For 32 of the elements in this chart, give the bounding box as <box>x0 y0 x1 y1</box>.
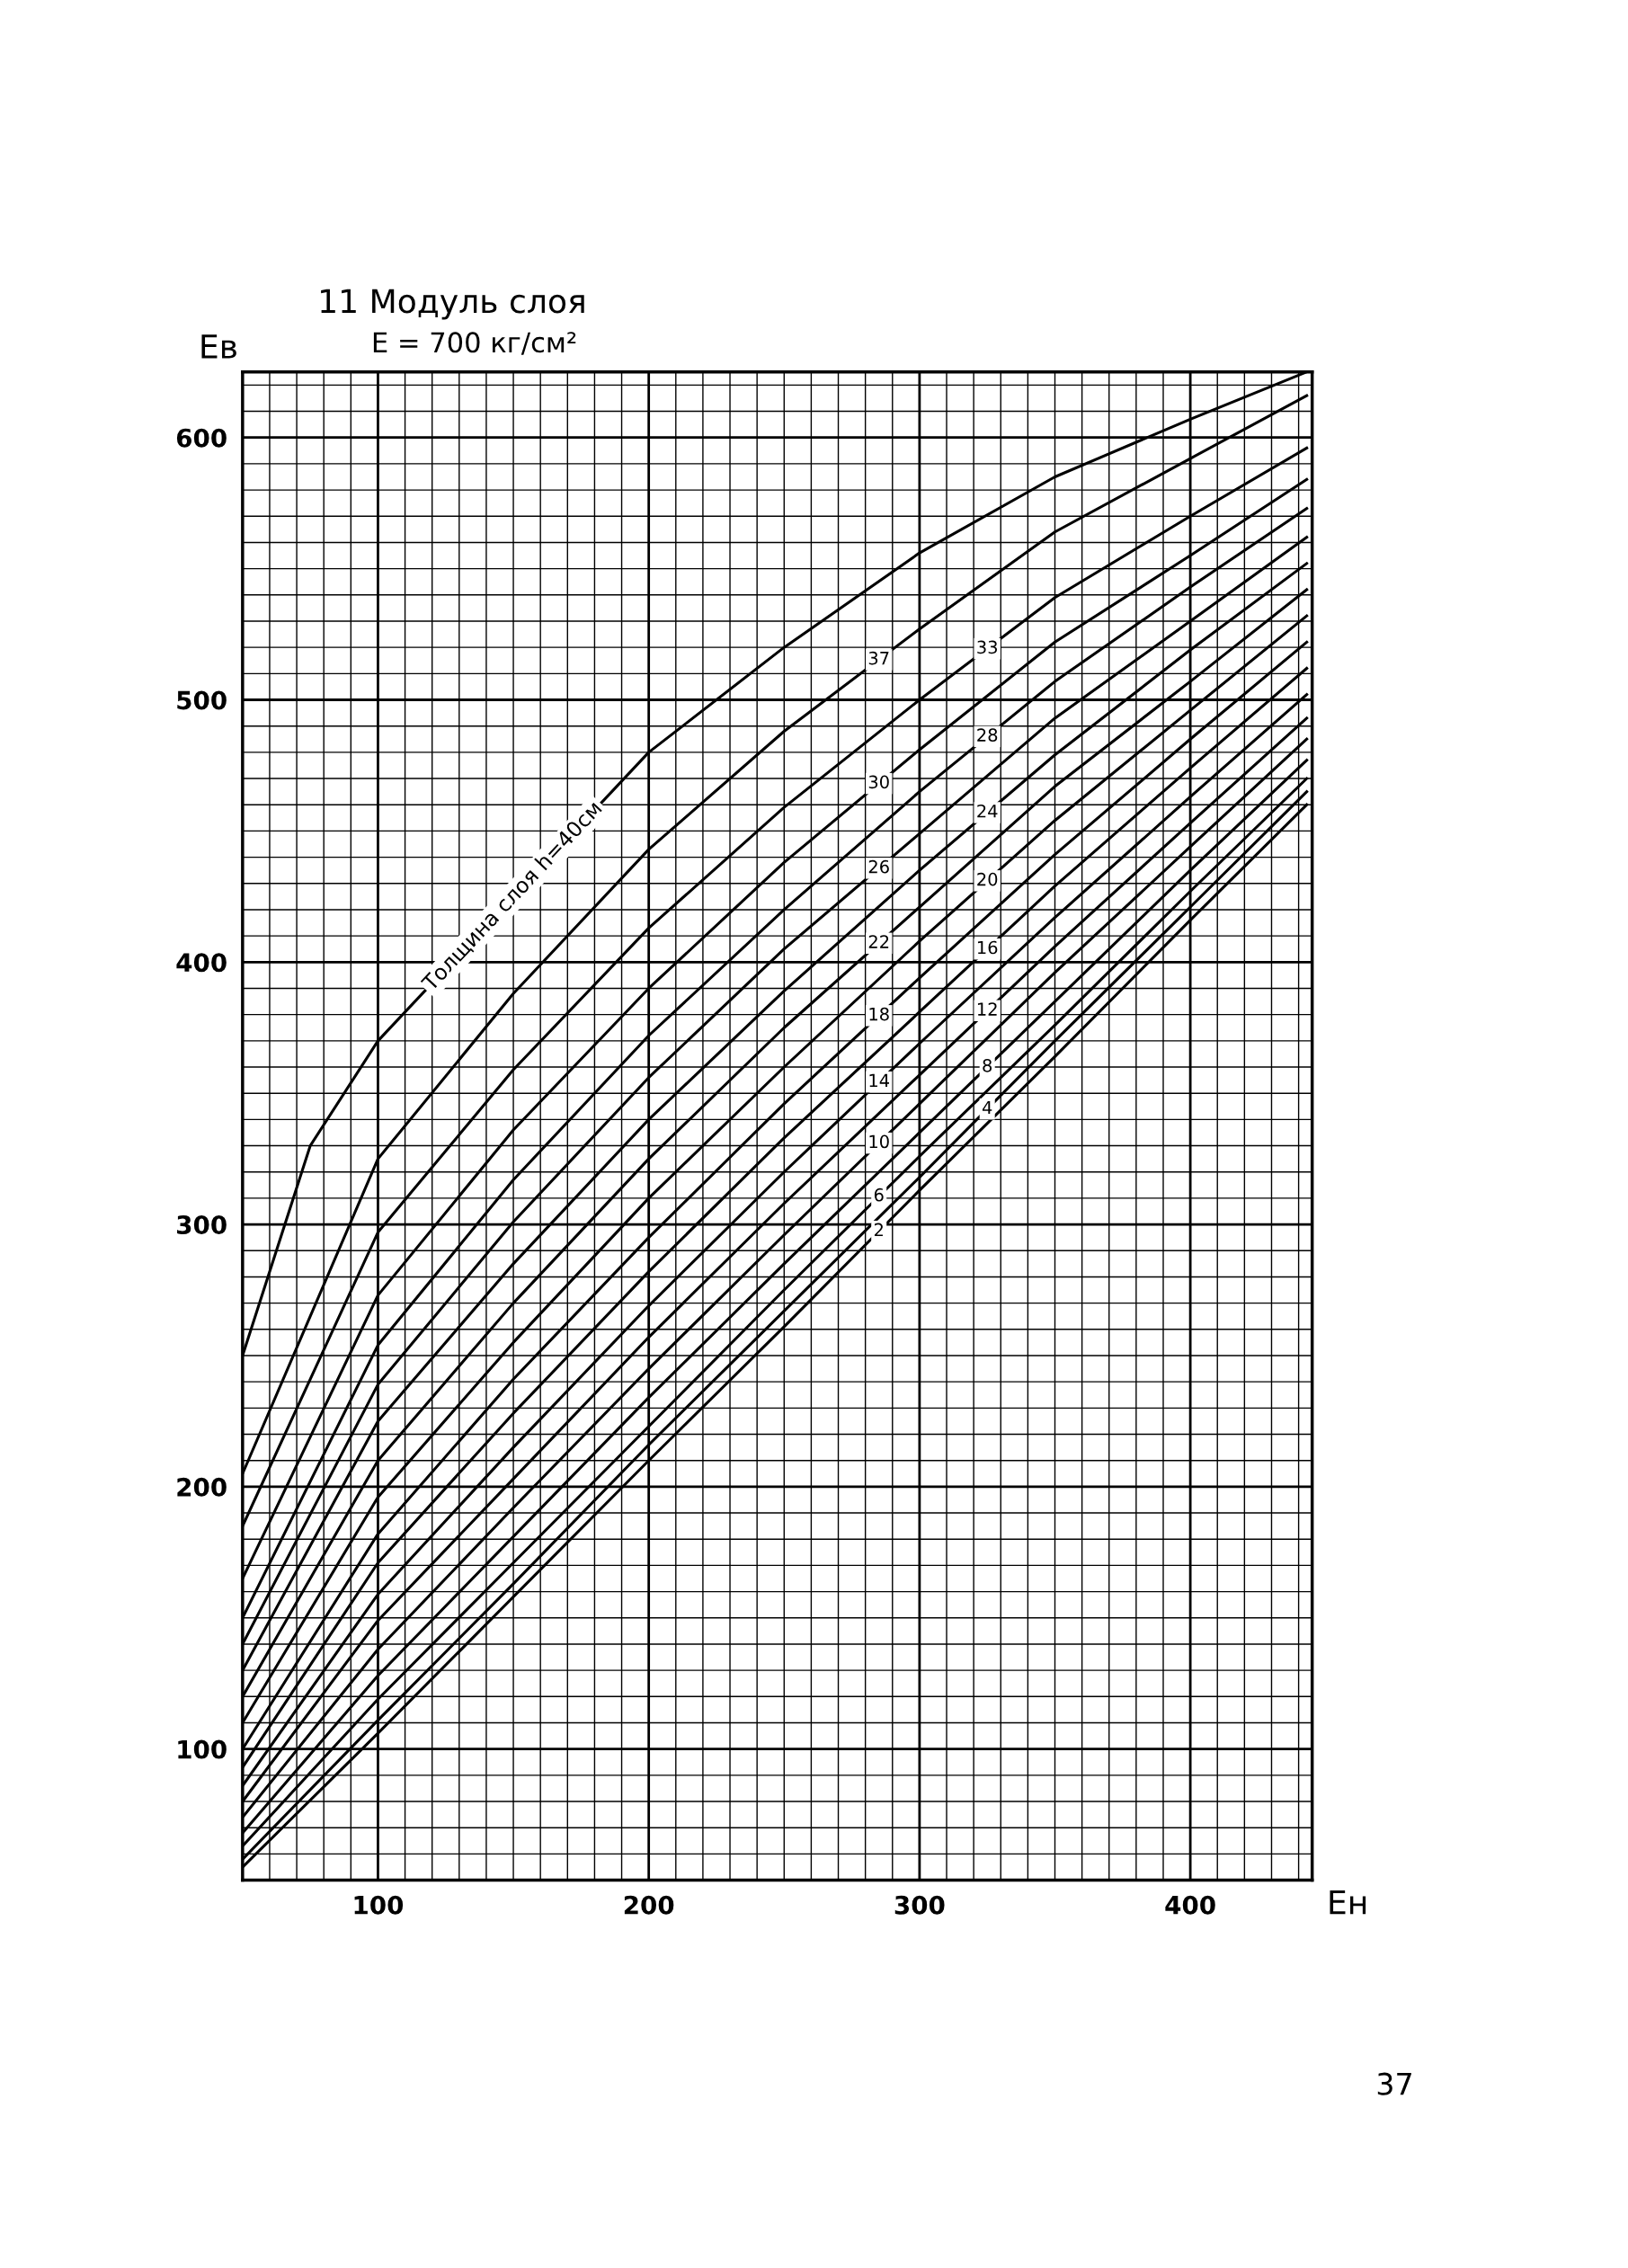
x-tick-label: 400 <box>1165 1895 1215 1915</box>
y-tick-label: 400 <box>176 953 227 973</box>
series-label: 30 <box>868 775 889 789</box>
series-label: 2 <box>874 1223 883 1237</box>
series-label: 37 <box>868 651 889 665</box>
x-axis-title: Eн <box>1330 1890 1366 1915</box>
text: 37 <box>1377 2072 1411 2095</box>
chart-title: 11 Модуль слоя <box>321 289 584 320</box>
y-tick-label: 200 <box>177 1477 227 1497</box>
chart-subtitle: E = 700 кг/см² <box>373 332 576 355</box>
series-label: 20 <box>977 872 998 886</box>
series-label: 12 <box>977 1002 997 1016</box>
series-label: 18 <box>869 1007 889 1021</box>
series-label: 28 <box>977 728 998 742</box>
series-label: 24 <box>977 804 998 818</box>
y-tick-label: 600 <box>176 428 227 448</box>
y-tick-label: 300 <box>177 1215 227 1235</box>
y-tick-label: 100 <box>178 1739 227 1759</box>
series-label: 33 <box>977 640 998 654</box>
series-label: 26 <box>868 859 889 874</box>
series-label: 14 <box>869 1073 889 1088</box>
y-axis-title: Eв <box>201 334 236 359</box>
series-label: 10 <box>869 1134 889 1149</box>
series-label: 16 <box>977 940 998 955</box>
y-tick-label: 500 <box>177 690 227 710</box>
x-tick-label: 100 <box>354 1895 404 1915</box>
series-label: 8 <box>983 1058 992 1072</box>
series-label: 4 <box>982 1100 992 1115</box>
x-tick-label: 200 <box>624 1895 674 1915</box>
series-label: 6 <box>874 1187 884 1202</box>
x-tick-label: 300 <box>894 1895 945 1915</box>
series-label: 22 <box>868 935 889 948</box>
